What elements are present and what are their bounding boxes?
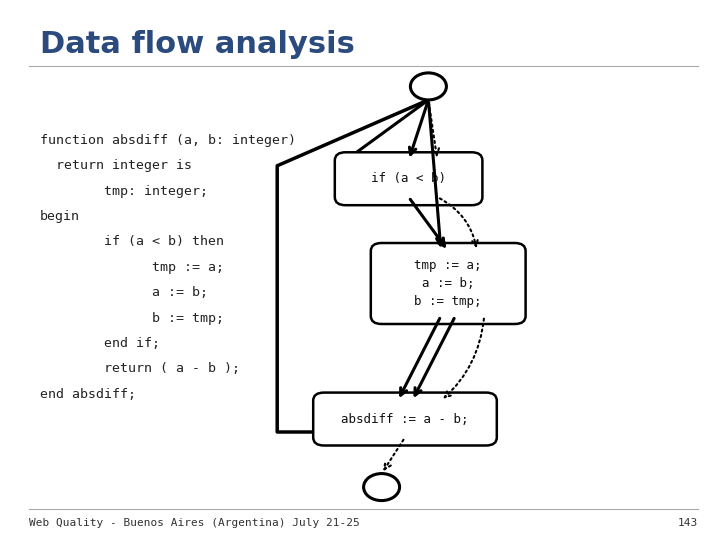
Text: Web Quality - Buenos Aires (Argentina) July 21-25: Web Quality - Buenos Aires (Argentina) J… xyxy=(29,518,359,528)
Text: absdiff := a - b;: absdiff := a - b; xyxy=(341,413,469,426)
Text: if (a < b) then: if (a < b) then xyxy=(40,235,224,248)
Text: tmp: integer;: tmp: integer; xyxy=(40,185,207,198)
Circle shape xyxy=(364,474,400,501)
Text: b := tmp;: b := tmp; xyxy=(40,312,224,325)
Text: end absdiff;: end absdiff; xyxy=(40,388,135,401)
Text: 143: 143 xyxy=(678,518,698,528)
Text: return integer is: return integer is xyxy=(40,159,192,172)
Text: return ( a - b );: return ( a - b ); xyxy=(40,362,240,375)
Text: function absdiff (a, b: integer): function absdiff (a, b: integer) xyxy=(40,134,296,147)
Text: a := b;: a := b; xyxy=(40,286,207,299)
Text: if (a < b): if (a < b) xyxy=(371,172,446,185)
Text: Data flow analysis: Data flow analysis xyxy=(40,30,354,59)
Text: tmp := a;
a := b;
b := tmp;: tmp := a; a := b; b := tmp; xyxy=(415,259,482,308)
FancyBboxPatch shape xyxy=(371,243,526,324)
Text: end if;: end if; xyxy=(40,337,160,350)
Circle shape xyxy=(410,73,446,100)
Text: tmp := a;: tmp := a; xyxy=(40,261,224,274)
FancyBboxPatch shape xyxy=(313,393,497,446)
Text: begin: begin xyxy=(40,210,80,223)
FancyBboxPatch shape xyxy=(335,152,482,205)
